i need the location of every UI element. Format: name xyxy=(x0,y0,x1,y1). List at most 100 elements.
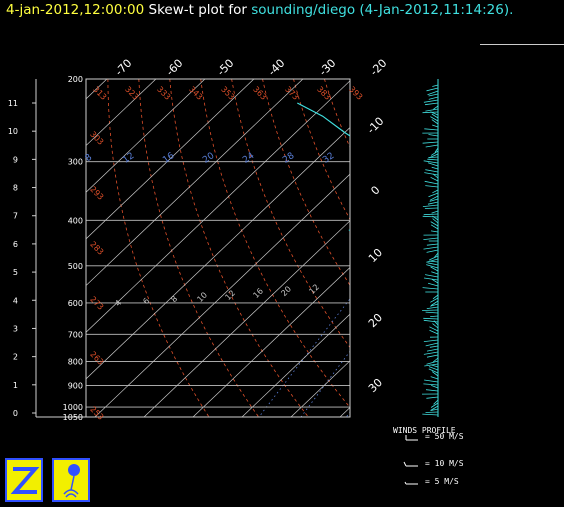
wind-barb xyxy=(432,124,439,128)
height-label: 2 xyxy=(13,353,18,362)
wind-barb xyxy=(427,282,439,287)
mixing-ratio-line xyxy=(374,162,559,417)
wind-barb xyxy=(430,315,439,317)
legend-10: = 10 M/S xyxy=(425,459,464,468)
mixing-ratio-line xyxy=(300,350,350,417)
right-temp-label: 0 xyxy=(368,183,382,197)
top-temp-label: -70 xyxy=(113,57,135,79)
pressure-label: 900 xyxy=(68,382,83,391)
wind-barb xyxy=(432,84,439,87)
wind-barb xyxy=(434,252,439,258)
wind-barb xyxy=(425,274,439,278)
dry-adiabat-line xyxy=(169,79,309,417)
wind-barb xyxy=(425,169,439,173)
mixing-ratio-line xyxy=(480,162,564,417)
pressure-label: 1000 xyxy=(63,403,83,412)
wind-barb xyxy=(428,93,439,97)
wind-barb xyxy=(430,297,439,303)
wind-barb xyxy=(430,221,439,227)
adiabat-top-label: 323 xyxy=(123,85,140,102)
height-label: 1 xyxy=(13,381,18,390)
adiabat-top-label: 383 xyxy=(315,85,332,102)
dry-adiabat-line xyxy=(324,79,350,149)
mixing-ratio-line xyxy=(465,162,564,417)
z-logo-icon[interactable] xyxy=(5,458,43,502)
legend-5: = 5 M/S xyxy=(425,477,459,486)
wind-barb xyxy=(424,172,439,176)
right-temp-label: 30 xyxy=(366,376,385,395)
inner-label: 6 xyxy=(141,296,151,306)
wind-barb xyxy=(423,246,439,250)
wind-barb xyxy=(427,262,439,266)
mixing-ratio-label: 28 xyxy=(281,151,296,166)
wind-barb xyxy=(426,249,439,253)
isotherm-line xyxy=(86,80,350,333)
wind-barb xyxy=(434,147,439,153)
mixing-ratio-line xyxy=(492,162,564,417)
wind-barb xyxy=(422,111,439,114)
wind-barb xyxy=(423,277,439,281)
sounding-balloon-icon[interactable] xyxy=(52,458,90,502)
mixing-ratio-layer xyxy=(258,162,564,417)
wind-barb xyxy=(422,309,439,311)
wind-barb xyxy=(432,218,439,224)
pressure-label: 400 xyxy=(68,216,83,225)
wind-barb xyxy=(425,185,439,188)
title-label: Skew-t plot for xyxy=(148,2,247,18)
wind-barb xyxy=(423,213,439,216)
wind-barb xyxy=(430,111,439,116)
adiabat-top-label: 333 xyxy=(155,85,172,102)
mixing-ratio-line xyxy=(425,162,564,417)
height-label: 3 xyxy=(13,324,18,333)
z-glyph-icon xyxy=(10,467,40,494)
wind-barb xyxy=(433,105,439,110)
wind-barb xyxy=(426,87,439,92)
pressure-label: 700 xyxy=(68,330,83,339)
top-temp-label: -20 xyxy=(368,57,390,79)
wind-barb xyxy=(433,399,439,405)
dry-adiabat-line xyxy=(355,79,564,417)
inner-label: 10 xyxy=(195,290,209,304)
wind-barb xyxy=(430,405,439,411)
isotherm-line xyxy=(438,79,564,417)
labels-layer: 2003004005006007008009001000105011109876… xyxy=(8,57,390,422)
mixing-ratio-label: 8 xyxy=(84,152,95,164)
isotherm-line xyxy=(143,220,350,417)
wind-barb xyxy=(425,411,439,413)
wind-profile-layer xyxy=(421,79,439,417)
isotherm-line xyxy=(86,79,206,193)
isotherm-line xyxy=(487,79,564,417)
isotherm-line xyxy=(241,313,350,417)
wind-barb xyxy=(428,366,439,371)
wind-barb xyxy=(431,371,439,377)
dry-adiabat-line xyxy=(262,79,350,286)
mixing-ratio-label: 24 xyxy=(241,151,256,166)
right-temp-label: 20 xyxy=(366,311,385,330)
wind-profile-title: WINDS PROFILE xyxy=(393,426,456,435)
wind-barb xyxy=(425,144,439,148)
wind-barb xyxy=(426,396,439,399)
pressure-label: 1050 xyxy=(63,413,83,422)
height-label: 7 xyxy=(13,212,18,221)
pressure-label: 500 xyxy=(68,262,83,271)
wind-barb xyxy=(422,204,439,207)
wind-barb xyxy=(431,210,439,214)
dry-adiabat-line xyxy=(107,79,210,417)
wind-barb xyxy=(428,192,439,198)
inner-label: 4 xyxy=(113,298,123,308)
height-label: 10 xyxy=(8,127,18,136)
title-rule xyxy=(480,44,564,45)
top-temp-label: -40 xyxy=(266,57,288,79)
adiabat-left-label: 283 xyxy=(88,240,105,257)
wind-barb xyxy=(432,294,439,300)
mixing-ratio-label: 16 xyxy=(161,151,176,166)
mixing-ratio-label: 32 xyxy=(321,151,336,166)
wind-barb xyxy=(425,311,439,314)
isotherm-line xyxy=(192,266,350,417)
wind-barb xyxy=(423,339,439,342)
wind-barb xyxy=(422,287,439,290)
isotherm-line xyxy=(94,173,350,417)
dry-adiabat-line xyxy=(138,79,260,417)
wind-barb xyxy=(429,326,439,332)
